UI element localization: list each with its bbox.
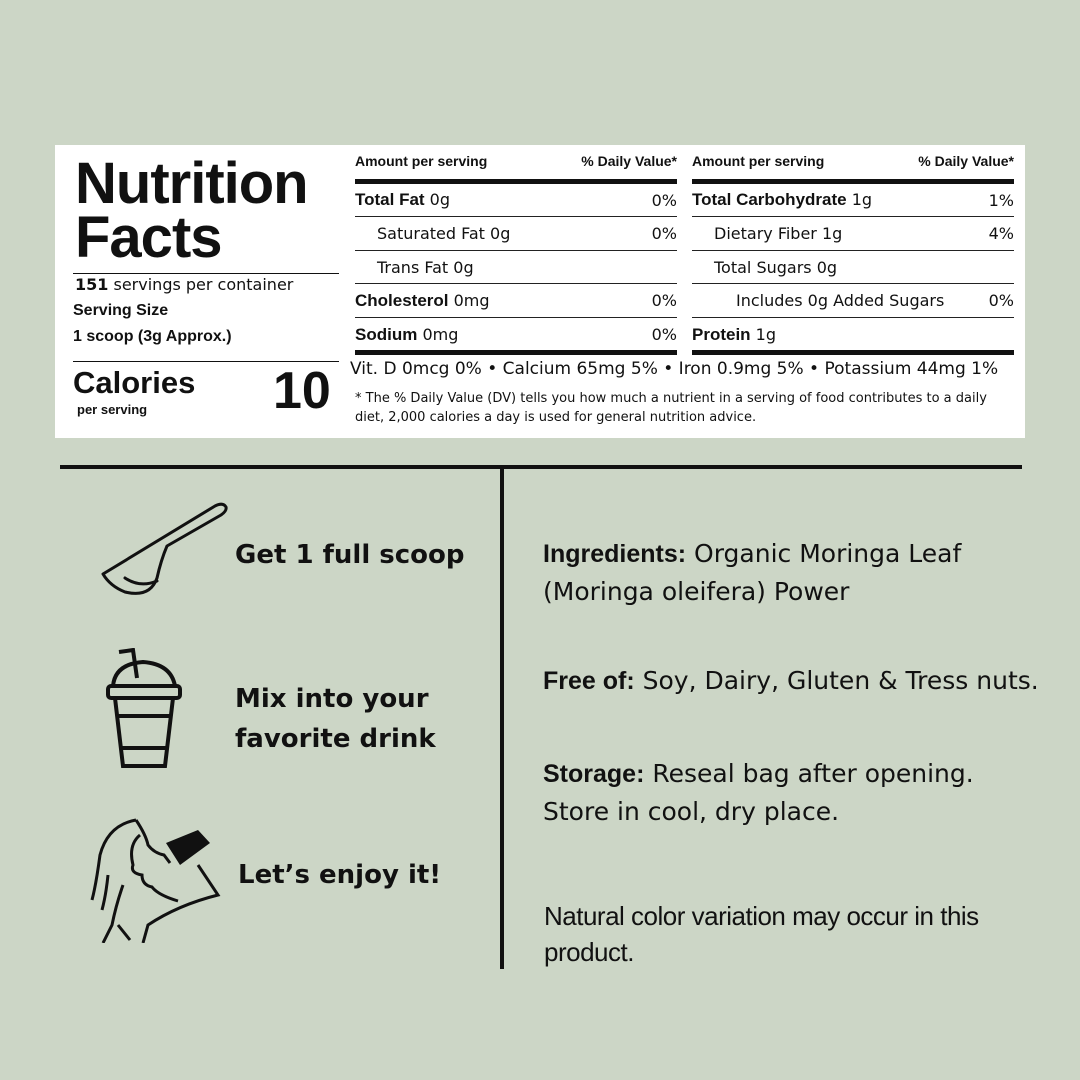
nutrient-row: Sodium 0mg 0% [355, 318, 677, 351]
nutrient-name: Total Sugars [714, 257, 812, 277]
nutrient-daily-value: 0% [651, 291, 677, 310]
nutrient-amount: 0g [816, 257, 838, 277]
woman-drinking-icon [90, 818, 221, 943]
ingredients: Ingredients: Organic Moringa Leaf (Morin… [543, 535, 1023, 610]
daily-value-header: % Daily Value* [918, 153, 1014, 169]
servings-per-container: 151 servings per container [75, 275, 293, 294]
calories-label: Calories [73, 365, 196, 400]
thick-bar [355, 350, 677, 355]
storage-label: Storage: [543, 760, 645, 788]
thick-bar [692, 179, 1014, 184]
nutrient-daily-value: 0% [651, 224, 677, 243]
nutrient-row: Includes 0g Added Sugars 0% [692, 285, 1014, 318]
nutrient-name: Protein [692, 324, 751, 344]
nutrient-row: Trans Fat 0g [355, 251, 677, 284]
nutrient-name: Dietary Fiber [714, 224, 817, 243]
step-mix-text: Mix into your favorite drink [235, 684, 436, 754]
nutrient-row: Cholesterol 0mg 0% [355, 285, 677, 318]
servings-label: servings per container [113, 275, 294, 294]
nutrition-title: Nutrition Facts [75, 151, 309, 270]
nutrition-facts-panel: Nutrition Facts 151 servings per contain… [55, 145, 1025, 438]
nutrient-amount: 0g [490, 224, 511, 243]
nutrient-daily-value: 0% [651, 325, 677, 344]
serving-size-label: Serving Size [73, 302, 169, 319]
serving-size-value: 1 scoop (3g Approx.) [73, 328, 232, 345]
nutrient-name: Includes 0g Added Sugars [736, 291, 945, 310]
divider [73, 273, 339, 274]
daily-value-header: % Daily Value* [581, 153, 677, 169]
nutrient-amount: 1g [821, 224, 843, 243]
title-line-1: Nutrition [75, 151, 309, 216]
calories-sub: per serving [77, 402, 148, 417]
vertical-divider [500, 469, 504, 969]
nutrient-amount: 0g [453, 257, 474, 277]
ingredients-label: Ingredients: [543, 540, 687, 568]
column-header: Amount per serving % Daily Value* [355, 153, 677, 169]
nutrient-name: Saturated Fat [377, 224, 485, 243]
nutrient-amount: 0mg [422, 324, 459, 344]
ingredients-text: Organic Moringa Leaf (Moringa oleifera) … [543, 539, 962, 606]
nutrient-daily-value: 0% [988, 291, 1014, 310]
nutrient-name: Total Carbohydrate [692, 190, 847, 209]
nutrient-row: Total Fat 0g 0% [355, 184, 677, 217]
amount-header: Amount per serving [692, 153, 825, 169]
free-of-text: Soy, Dairy, Gluten & Tress nuts. [634, 666, 1039, 695]
section-divider [60, 465, 1022, 469]
amount-header: Amount per serving [355, 153, 488, 169]
servings-count: 151 [75, 275, 109, 294]
step-enjoy-text: Let’s enjoy it! [238, 860, 442, 890]
color-variation-note: Natural color variation may occur in thi… [544, 901, 979, 967]
free-of-label: Free of: [543, 667, 635, 695]
drink-cup-icon [106, 648, 182, 768]
nutrient-daily-value: 4% [988, 224, 1014, 243]
nutrient-amount: 1g [851, 190, 873, 209]
nutrient-name: Total Fat [355, 190, 425, 209]
storage-text: Reseal bag after opening. Store in cool,… [543, 759, 974, 826]
nutrient-row: Total Sugars 0g [692, 251, 1014, 284]
nutrient-amount: 1g [755, 324, 776, 344]
nutrient-name: Sodium [355, 324, 418, 344]
nutrient-name: Trans Fat [377, 257, 449, 277]
title-line-2: Facts [75, 205, 223, 270]
footnote: * The % Daily Value (DV) tells you how m… [355, 391, 987, 425]
vitamins-line: Vit. D 0mcg 0% • Calcium 65mg 5% • Iron … [350, 359, 999, 379]
nutrient-row: Dietary Fiber 1g 4% [692, 218, 1014, 251]
storage: Storage: Reseal bag after opening. Store… [543, 755, 1023, 830]
column-header: Amount per serving % Daily Value* [692, 153, 1014, 169]
nutrient-row: Saturated Fat 0g 0% [355, 218, 677, 251]
divider [73, 361, 339, 362]
nutrient-row: Total Carbohydrate 1g 1% [692, 184, 1014, 217]
free-of: Free of: Soy, Dairy, Gluten & Tress nuts… [543, 662, 1043, 700]
nutrient-row: Protein 1g [692, 318, 1014, 351]
step-scoop-text: Get 1 full scoop [235, 540, 465, 570]
thick-bar [692, 350, 1014, 355]
nutrient-name: Cholesterol [355, 290, 449, 310]
nutrient-amount: 0g [429, 190, 451, 209]
nutrient-daily-value: 0% [651, 190, 677, 210]
scoop-icon [101, 502, 228, 595]
calories-value: 10 [273, 362, 331, 420]
thick-bar [355, 179, 677, 184]
nutrient-daily-value: 1% [988, 190, 1014, 210]
nutrient-amount: 0mg [453, 290, 490, 310]
